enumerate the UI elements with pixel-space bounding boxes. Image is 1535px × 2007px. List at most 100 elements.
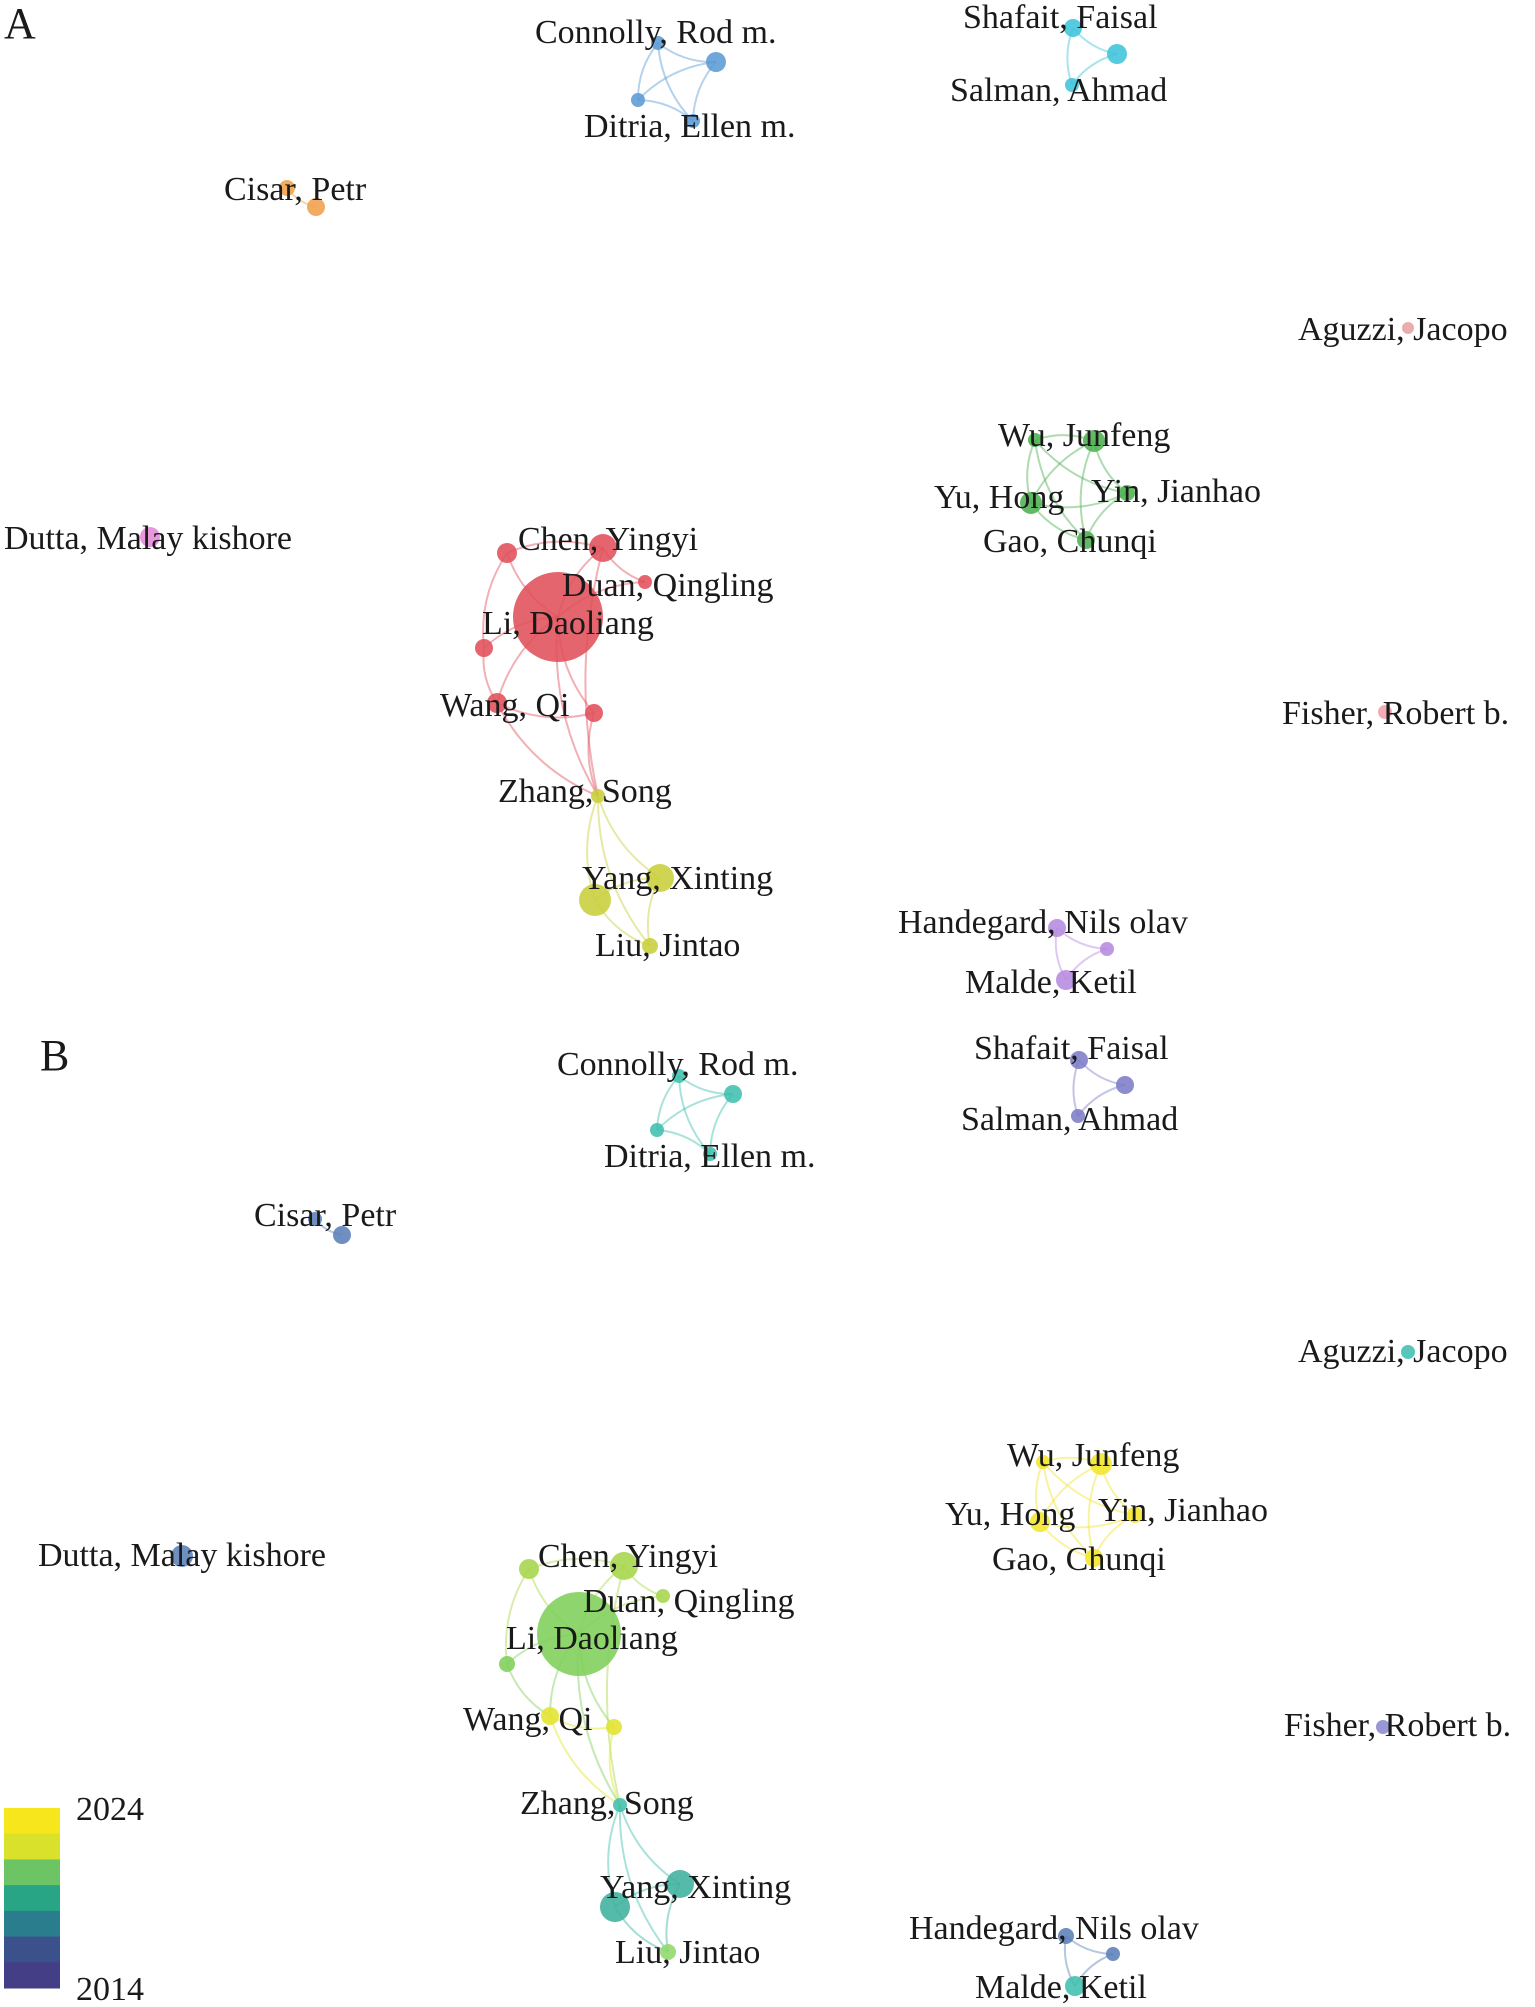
author-node[interactable] [1020, 492, 1042, 514]
coauthor-link [608, 1726, 621, 1806]
author-label: Handegard, Nils olav [909, 1910, 1199, 1947]
author-node[interactable] [660, 1944, 676, 1960]
author-node[interactable] [1071, 1109, 1085, 1123]
legend-color-step [4, 1808, 60, 1835]
author-node[interactable] [1090, 1453, 1112, 1475]
author-label: Gao, Chunqi [983, 523, 1157, 560]
author-node[interactable] [1085, 1549, 1103, 1567]
author-label: Li, Daoliang [482, 605, 654, 642]
author-node[interactable] [1056, 970, 1076, 990]
author-node[interactable] [703, 1147, 717, 1161]
author-node[interactable] [631, 93, 645, 107]
legend-color-step [4, 1833, 60, 1860]
author-node[interactable] [585, 704, 603, 722]
legend-color-step [4, 1962, 60, 1989]
author-node[interactable] [1028, 433, 1042, 447]
author-node[interactable] [672, 1069, 686, 1083]
author-label: Cisar, Petr [254, 1197, 397, 1234]
author-label: Zhang, Song [520, 1785, 694, 1822]
author-node[interactable] [1030, 1512, 1050, 1532]
author-node[interactable] [541, 1707, 559, 1725]
author-node[interactable] [537, 1592, 621, 1676]
author-label: Duan, Qingling [562, 567, 774, 604]
author-label: Aguzzi, Jacopo [1298, 1333, 1508, 1370]
author-node[interactable] [1107, 44, 1127, 64]
author-node[interactable] [1402, 322, 1414, 334]
author-node[interactable] [1064, 19, 1082, 37]
author-node[interactable] [140, 527, 160, 547]
author-node[interactable] [1036, 1455, 1050, 1469]
author-node[interactable] [1083, 430, 1105, 452]
author-label: Wang, Qi [463, 1701, 592, 1738]
author-node[interactable] [279, 180, 295, 196]
author-node[interactable] [1065, 78, 1079, 92]
author-node[interactable] [591, 789, 605, 803]
author-node[interactable] [1378, 705, 1392, 719]
author-label: Wu, Junfeng [1007, 1437, 1179, 1474]
author-label: Chen, Yingyi [538, 1538, 718, 1575]
panel-letter: A [4, 0, 36, 48]
coauthor-link [656, 1075, 680, 1131]
coauthor-link [678, 1075, 711, 1155]
author-node[interactable] [1070, 1051, 1088, 1069]
author-node[interactable] [497, 543, 517, 563]
author-label: Dutta, Malay kishore [38, 1537, 326, 1574]
author-label: Connolly, Rod m. [557, 1046, 799, 1083]
author-node[interactable] [579, 884, 611, 916]
author-node[interactable] [613, 1798, 627, 1812]
author-node[interactable] [706, 52, 726, 72]
author-node[interactable] [1401, 1345, 1415, 1359]
author-node[interactable] [519, 1559, 539, 1579]
coauthor-link [605, 1565, 625, 1806]
author-node[interactable] [1065, 1976, 1085, 1996]
author-node[interactable] [1058, 1928, 1074, 1944]
coauthor-link [584, 547, 604, 797]
legend-color-step [4, 1910, 60, 1938]
author-node[interactable] [513, 572, 603, 662]
legend-max-label: 2024 [76, 1791, 144, 1828]
author-node[interactable] [1048, 919, 1066, 937]
author-node[interactable] [606, 1719, 622, 1735]
legend-color-step [4, 1936, 60, 1963]
author-node[interactable] [307, 198, 325, 216]
author-node[interactable] [666, 1870, 694, 1898]
coauthor-link [1039, 1514, 1136, 1529]
author-node[interactable] [475, 639, 493, 657]
author-node[interactable] [686, 114, 700, 128]
author-node[interactable] [650, 1123, 664, 1137]
author-label: Chen, Yingyi [518, 521, 698, 558]
author-node[interactable] [656, 1589, 670, 1603]
author-label: Cisar, Petr [224, 171, 367, 208]
author-node[interactable] [610, 1552, 638, 1580]
author-node[interactable] [1077, 531, 1095, 549]
author-node[interactable] [651, 36, 665, 50]
author-node[interactable] [600, 1892, 630, 1922]
author-node[interactable] [1119, 485, 1135, 501]
author-node[interactable] [1106, 1947, 1120, 1961]
author-node[interactable] [1116, 1076, 1134, 1094]
author-label: Shafait, Faisal [963, 0, 1158, 36]
author-node[interactable] [589, 534, 617, 562]
author-node[interactable] [1376, 1720, 1390, 1734]
coauthor-link [549, 1715, 621, 1806]
coauthor-link [496, 702, 599, 797]
coauthor-link [1034, 439, 1087, 541]
author-node[interactable] [308, 1212, 322, 1226]
author-node[interactable] [1100, 942, 1114, 956]
author-label: Wang, Qi [440, 687, 569, 724]
author-node[interactable] [724, 1085, 742, 1103]
author-label: Malde, Ketil [975, 1969, 1147, 2006]
panel-letter: B [40, 1031, 69, 1080]
author-node[interactable] [646, 864, 674, 892]
author-node[interactable] [499, 1656, 515, 1672]
author-node[interactable] [333, 1226, 351, 1244]
author-label: Yu, Hong [934, 479, 1064, 516]
author-node[interactable] [638, 575, 652, 589]
author-node[interactable] [171, 1545, 193, 1567]
author-node[interactable] [1127, 1507, 1143, 1523]
author-node[interactable] [487, 693, 507, 713]
author-node[interactable] [642, 938, 658, 954]
author-label: Zhang, Song [498, 773, 672, 810]
coauthor-link [482, 552, 508, 649]
